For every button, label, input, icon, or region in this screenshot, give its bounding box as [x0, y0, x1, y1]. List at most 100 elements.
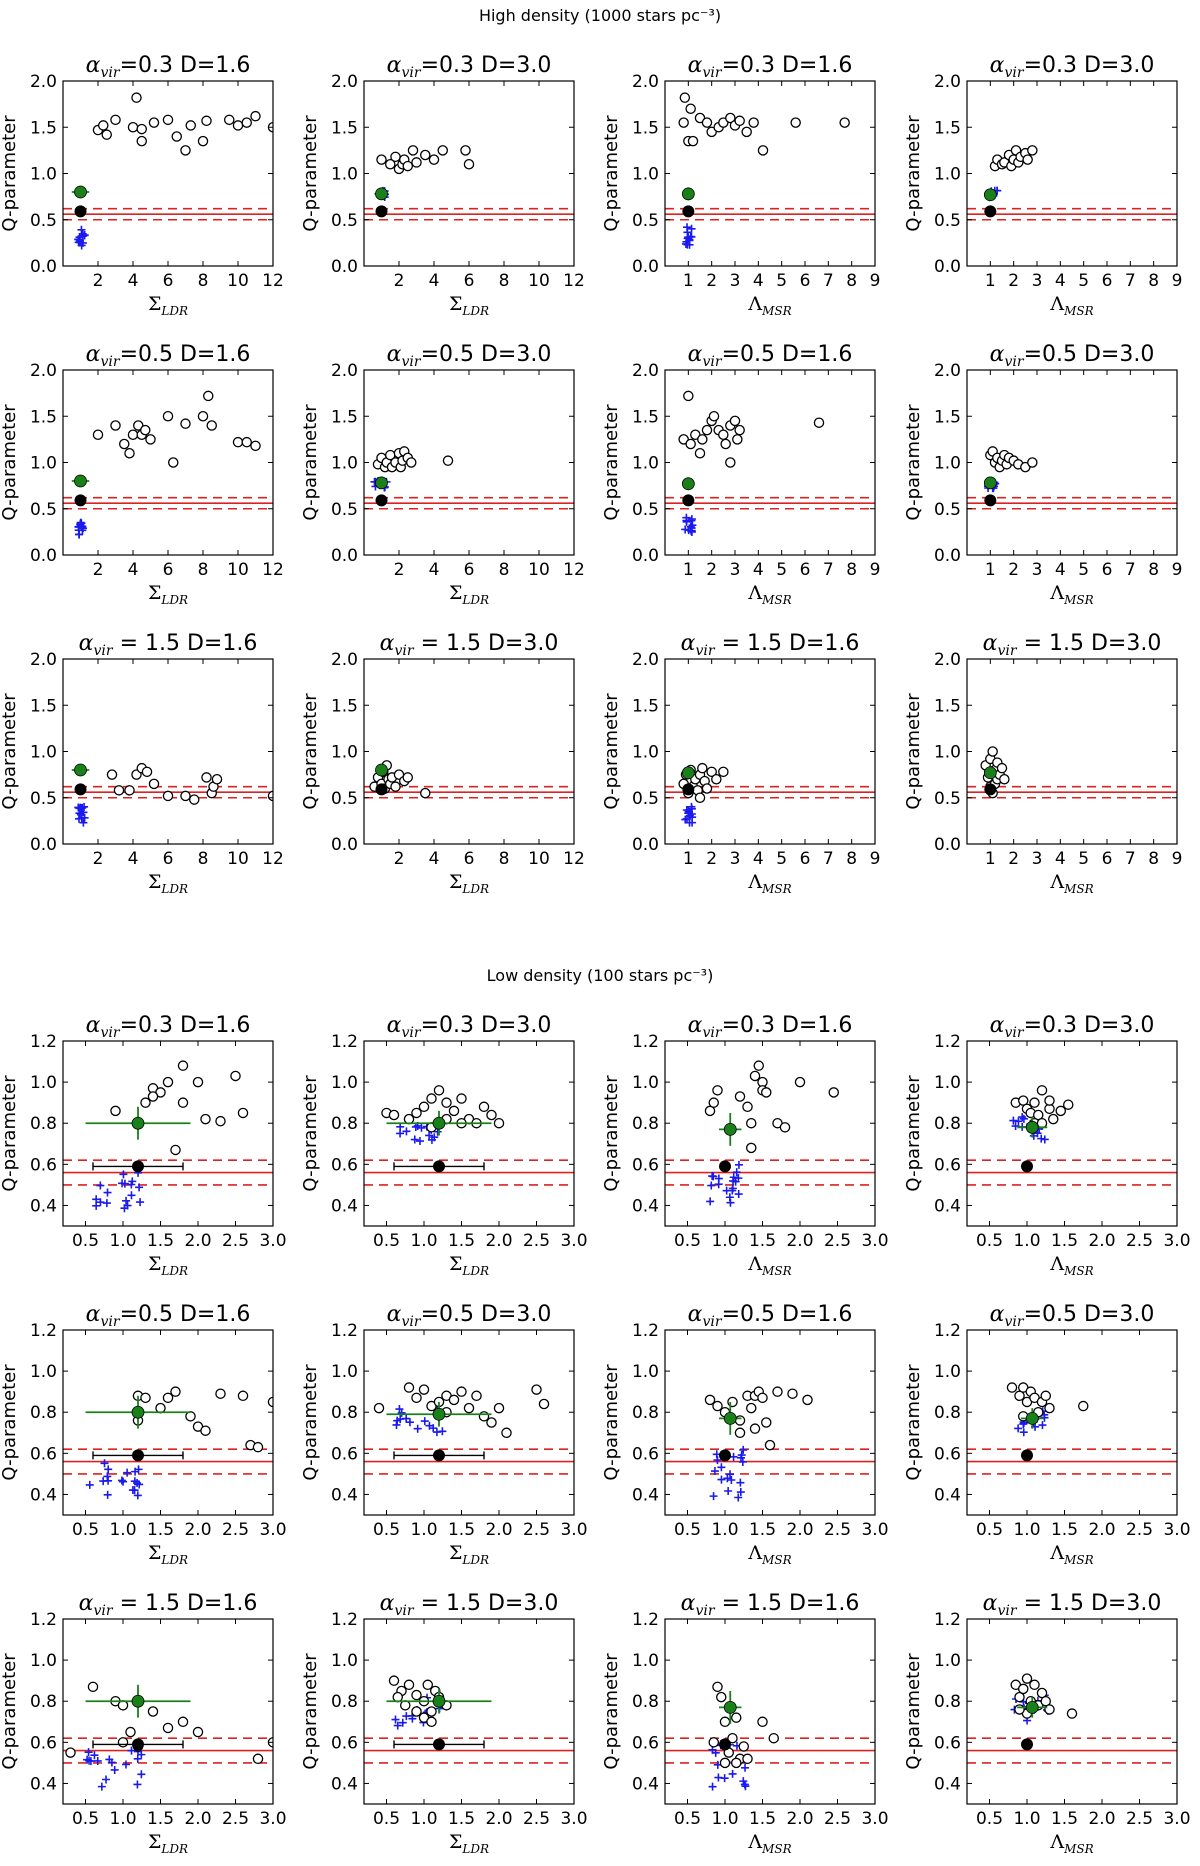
x-tick-label: 4: [429, 849, 440, 869]
open-circle-marker: [407, 145, 419, 156]
blue-cross-marker: [127, 1746, 136, 1755]
y-tick-label: 0.4: [331, 1196, 358, 1216]
x-axis-symbol: Σ: [148, 582, 161, 604]
y-axis-label: Q-parameter: [903, 693, 924, 810]
blue-cross-marker: [687, 804, 696, 813]
panel-title: αvir=0.3 D=1.6: [86, 53, 251, 81]
open-circle-marker: [731, 1757, 742, 1769]
open-circle-marker: [779, 1122, 791, 1133]
y-tick-label: 2.0: [331, 650, 358, 670]
section-title: High density (1000 stars pc⁻³): [479, 6, 721, 25]
x-tick-label: 2.5: [824, 1520, 851, 1540]
y-tick-label: 1.0: [632, 1651, 659, 1671]
x-tick-label: 12: [262, 849, 284, 869]
y-tick-label: 1.0: [331, 1362, 358, 1382]
x-tick-label: 1.0: [109, 1809, 136, 1829]
open-circle-marker: [456, 1386, 467, 1397]
x-tick-label: 3.0: [560, 1231, 587, 1251]
green-marker: [983, 766, 997, 780]
x-tick-label: 8: [198, 560, 209, 580]
plot-area: [967, 1673, 1177, 1764]
open-circle-marker: [448, 1105, 460, 1117]
open-circle-marker: [1029, 1679, 1040, 1691]
plot-frame: [363, 1329, 575, 1516]
y-tick-label: 1.2: [331, 1610, 358, 1630]
blue-cross-marker: [123, 1201, 132, 1210]
blue-cross-marker: [740, 1780, 749, 1789]
y-tick-label: 1.2: [30, 1321, 57, 1341]
blue-cross-marker: [80, 813, 89, 822]
y-tick-label: 0.5: [632, 211, 659, 231]
x-tick-label: 12: [262, 271, 284, 291]
blue-cross-marker: [687, 515, 696, 524]
x-tick-label: 1.0: [711, 1809, 738, 1829]
y-tick-label: 0.5: [30, 500, 57, 520]
open-circle-marker: [426, 1716, 437, 1728]
panel-title-text: =0.3 D=1.6: [722, 1013, 853, 1038]
panel-H-1.5-3.0-L: αvir = 1.5 D=3.0 0.0 0.5 1.0 1.5 2.0 1 2 3 4 5 6 7 8 9…: [903, 631, 1182, 896]
open-circle-marker: [839, 117, 850, 128]
x-tick-label: 2.5: [222, 1520, 249, 1540]
blue-cross-marker: [710, 1467, 719, 1476]
alpha-subscript: vir: [702, 354, 722, 370]
open-circle-marker: [419, 787, 431, 799]
alpha-symbol: α: [380, 631, 395, 656]
panel-L-1.5-3.0-L: αvir = 1.5 D=3.0 0.4 0.6 0.8 1.0 1.2 0.5 1.0 1.5…: [903, 1591, 1191, 1856]
x-tick-label: 1.5: [147, 1809, 174, 1829]
y-tick-label: 0.8: [331, 1403, 358, 1423]
green-marker: [1025, 1120, 1039, 1134]
open-circle-marker: [124, 785, 135, 796]
open-circle-marker: [241, 117, 252, 128]
y-tick-label: 1.0: [934, 165, 961, 185]
open-circle-marker: [1036, 1085, 1048, 1096]
x-tick-label: 2: [93, 271, 104, 291]
y-tick-label: 0.8: [934, 1692, 961, 1712]
y-tick-label: 0.6: [632, 1733, 659, 1753]
x-tick-label: 1: [683, 560, 694, 580]
x-axis-subscript: LDR: [160, 882, 188, 896]
x-axis-label: ΛMSR: [1049, 871, 1093, 896]
panel-H-1.5-1.6-S: αvir = 1.5 D=1.6 0.0 0.5 1.0 1.5 2.0 2 4 6 8 10 12 Q…: [0, 631, 284, 896]
x-tick-label: 7: [1125, 271, 1136, 291]
plot-frame: [363, 80, 575, 267]
panel-L-0.5-1.6-L: αvir=0.5 D=1.6 0.4 0.6 0.8 1.0 1.2 0.5 1.0 1.5 2.…: [601, 1302, 889, 1567]
x-tick-label: 0.5: [72, 1809, 99, 1829]
open-circle-marker: [1027, 457, 1038, 468]
panel-title-text: = 1.5 D=1.6: [113, 1591, 258, 1616]
open-circle-marker: [460, 145, 471, 156]
blue-cross-marker: [130, 1486, 139, 1495]
blue-cross-marker: [682, 814, 691, 823]
panel-L-0.3-3.0-L: αvir=0.3 D=3.0 0.4 0.6 0.8 1.0 1.2 0.5 1.0 1.5 2.…: [903, 1013, 1191, 1278]
x-tick-label: 12: [563, 271, 585, 291]
y-tick-label: 0.0: [632, 257, 659, 277]
open-circle-marker: [685, 438, 696, 450]
y-tick-label: 1.0: [331, 165, 358, 185]
blue-cross-marker: [734, 1493, 743, 1502]
x-tick-label: 8: [198, 271, 209, 291]
x-tick-label: 1.5: [749, 1809, 776, 1829]
green-marker: [1025, 1411, 1039, 1425]
x-axis-subscript: LDR: [160, 304, 188, 318]
open-circle-marker: [742, 1101, 753, 1113]
y-tick-label: 0.0: [331, 257, 358, 277]
blue-cross-marker: [77, 241, 86, 250]
y-tick-label: 0.8: [934, 1114, 961, 1134]
open-circle-marker: [162, 1076, 174, 1088]
alpha-symbol: α: [387, 53, 402, 78]
y-tick-label: 1.2: [934, 1032, 961, 1052]
y-tick-label: 0.5: [30, 211, 57, 231]
blue-cross-marker: [119, 1170, 128, 1179]
x-tick-label: 1.5: [147, 1231, 174, 1251]
blue-cross-marker: [104, 1465, 113, 1474]
x-tick-label: 3.0: [1163, 1520, 1190, 1540]
section-title: Low density (100 stars pc⁻³): [487, 966, 714, 985]
black-marker: [433, 1449, 445, 1462]
open-circle-marker: [136, 123, 147, 135]
y-tick-label: 1.2: [30, 1032, 57, 1052]
x-tick-label: 0.5: [674, 1231, 701, 1251]
panel-L-0.5-3.0-L: αvir=0.5 D=3.0 0.4 0.6 0.8 1.0 1.2 0.5 1.0 1.5 2.…: [903, 1302, 1191, 1567]
open-circle-marker: [127, 429, 139, 440]
x-tick-label: 0.5: [976, 1231, 1003, 1251]
x-axis-label: ΣLDR: [148, 1542, 188, 1567]
open-circle-marker: [706, 766, 717, 778]
